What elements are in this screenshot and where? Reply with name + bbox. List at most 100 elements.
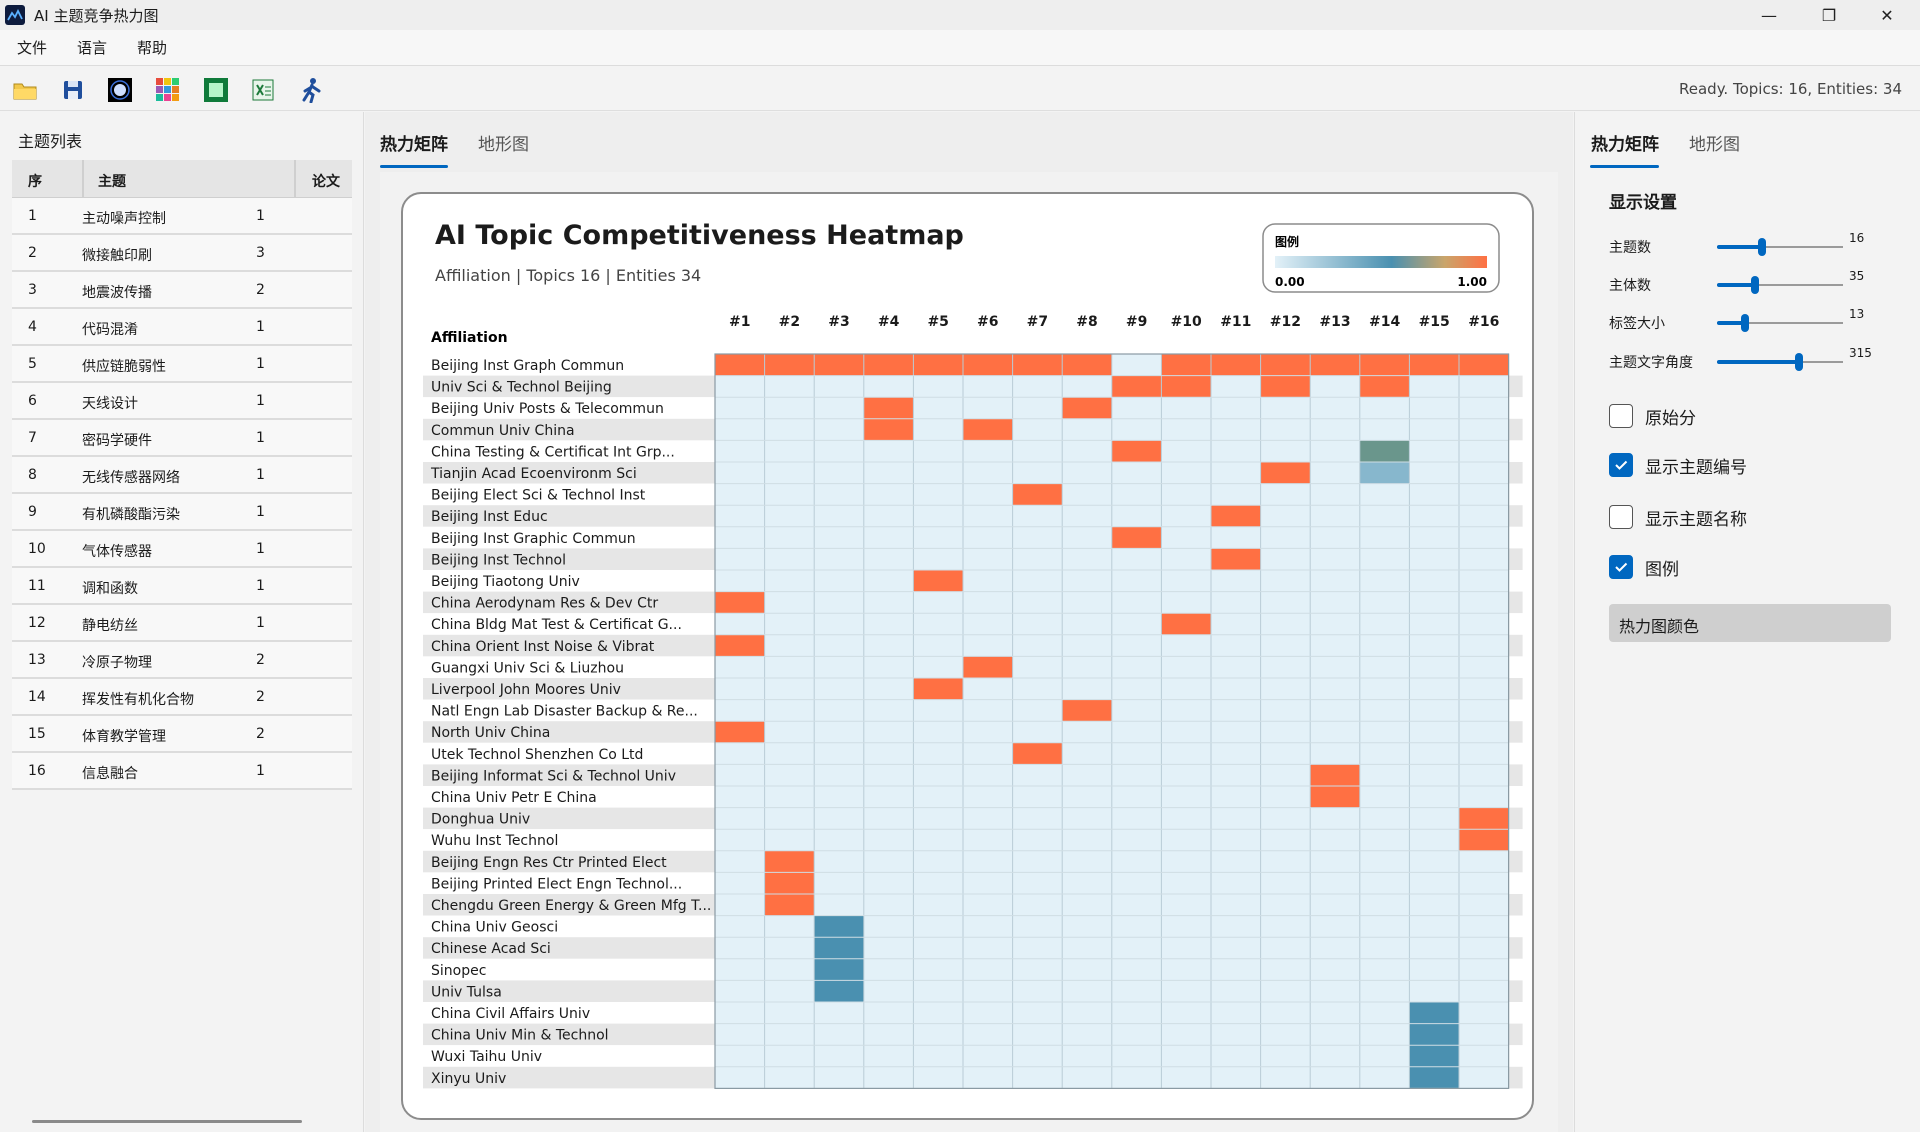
heatmap-cell[interactable] <box>1359 440 1410 462</box>
slider-thumb[interactable] <box>1740 314 1749 332</box>
table-row[interactable]: 10 气体传感器 1 <box>12 531 352 568</box>
heatmap-cell[interactable] <box>863 418 914 441</box>
heatmap-cell[interactable] <box>1409 1023 1459 1046</box>
open-folder-icon[interactable] <box>12 77 38 103</box>
heatmap-cell[interactable] <box>1459 829 1509 851</box>
checkbox-row[interactable]: 图例 <box>1609 553 1679 581</box>
table-row[interactable]: 11 调和函数 1 <box>12 568 352 605</box>
tab-terrain-map-right[interactable]: 地形图 <box>1689 135 1740 155</box>
tab-terrain-map[interactable]: 地形图 <box>478 135 529 155</box>
heatmap-cell[interactable] <box>1409 354 1459 376</box>
heatmap-cell[interactable] <box>1161 613 1211 635</box>
heatmap-cell[interactable] <box>913 678 963 700</box>
export-excel-icon[interactable] <box>250 77 276 103</box>
heatmap-cell[interactable] <box>1260 375 1311 398</box>
table-row[interactable]: 3 地震波传播 2 <box>12 272 352 309</box>
table-row[interactable]: 8 无线传感器网络 1 <box>12 457 352 494</box>
column-divider[interactable] <box>294 160 296 198</box>
heatmap-cell[interactable] <box>1409 1002 1459 1024</box>
heatmap-cell[interactable] <box>913 354 963 376</box>
heatmap-cell[interactable] <box>1062 354 1112 376</box>
table-row[interactable]: 16 信息融合 1 <box>12 753 352 790</box>
slider-thumb[interactable] <box>1758 238 1767 256</box>
table-row[interactable]: 12 静电纺丝 1 <box>12 605 352 642</box>
column-header-index[interactable]: 序 <box>28 174 42 190</box>
heatmap-cell[interactable] <box>715 591 765 614</box>
unchecked-checkbox[interactable] <box>1609 404 1633 428</box>
heatmap-cell[interactable] <box>963 418 1013 441</box>
heatmap-cell[interactable] <box>1359 375 1410 398</box>
menu-help[interactable]: 帮助 <box>137 39 168 57</box>
slider-track[interactable] <box>1717 238 1843 256</box>
column-header-papers[interactable]: 论文 <box>312 174 340 190</box>
table-row[interactable]: 9 有机磷酸酯污染 1 <box>12 494 352 531</box>
slider-track[interactable] <box>1717 314 1843 332</box>
minimize-button[interactable]: — <box>1761 5 1777 25</box>
heatmap-cell[interactable] <box>1260 354 1311 376</box>
heatmap-cell[interactable] <box>863 354 914 376</box>
tab-heatmap-matrix[interactable]: 热力矩阵 <box>365 112 463 168</box>
table-row[interactable]: 6 天线设计 1 <box>12 383 352 420</box>
heatmap-cell[interactable] <box>1310 764 1360 786</box>
heatmap-cell[interactable] <box>1211 505 1261 527</box>
heatmap-cell[interactable] <box>814 980 864 1002</box>
checkbox-row[interactable]: 显示主题名称 <box>1609 503 1747 531</box>
heatmap-cell[interactable] <box>1409 1045 1459 1067</box>
heatmap-cell[interactable] <box>814 915 864 938</box>
table-row[interactable]: 15 体育教学管理 2 <box>12 716 352 753</box>
column-divider[interactable] <box>82 160 84 198</box>
heatmap-cell[interactable] <box>764 894 815 916</box>
heatmap-cell[interactable] <box>1161 375 1211 398</box>
heatmap-cell[interactable] <box>1211 548 1261 570</box>
horizontal-scrollbar[interactable] <box>32 1120 302 1123</box>
heatmap-cell[interactable] <box>1310 354 1360 376</box>
table-row[interactable]: 1 主动噪声控制 1 <box>12 198 352 235</box>
menu-language[interactable]: 语言 <box>77 39 108 57</box>
heatmap-cell[interactable] <box>1310 786 1360 808</box>
column-header-topic[interactable]: 主题 <box>98 174 126 190</box>
heatmap-cell[interactable] <box>764 354 815 376</box>
green-theme-icon[interactable] <box>203 77 229 103</box>
heatmap-cell[interactable] <box>1211 354 1261 376</box>
heatmap-cell[interactable] <box>1111 526 1162 549</box>
heatmap-cell[interactable] <box>1111 440 1162 462</box>
run-icon[interactable] <box>299 77 325 104</box>
checked-checkbox[interactable] <box>1609 555 1633 579</box>
heatmap-cell[interactable] <box>1111 375 1162 398</box>
heatmap-cell[interactable] <box>1161 354 1211 376</box>
checked-checkbox[interactable] <box>1609 453 1633 477</box>
heatmap-cell[interactable] <box>1012 483 1063 506</box>
table-row[interactable]: 7 密码学硬件 1 <box>12 420 352 457</box>
heatmap-cell[interactable] <box>1260 462 1311 484</box>
heatmap-cell[interactable] <box>1459 807 1509 830</box>
heatmap-cell[interactable] <box>1359 462 1410 484</box>
slider-thumb[interactable] <box>1794 353 1803 371</box>
heatmap-cell[interactable] <box>1409 1066 1459 1089</box>
maximize-button[interactable]: ❐ <box>1821 5 1837 25</box>
heatmap-cell[interactable] <box>814 958 864 981</box>
heatmap-cell[interactable] <box>715 721 765 743</box>
heatmap-cell[interactable] <box>1012 742 1063 765</box>
table-row[interactable]: 2 微接触印刷 3 <box>12 235 352 272</box>
heatmap-cell[interactable] <box>913 570 963 592</box>
heatmap-cell[interactable] <box>1012 354 1063 376</box>
unchecked-checkbox[interactable] <box>1609 505 1633 529</box>
slider-track[interactable] <box>1717 276 1843 294</box>
heatmap-cell[interactable] <box>814 937 864 959</box>
table-row[interactable]: 5 供应链脆弱性 1 <box>12 346 352 383</box>
heatmap-cell[interactable] <box>715 634 765 657</box>
table-row[interactable]: 4 代码混淆 1 <box>12 309 352 346</box>
table-row[interactable]: 13 冷原子物理 2 <box>12 642 352 679</box>
tab-heatmap-matrix-right[interactable]: 热力矩阵 <box>1575 112 1674 168</box>
heatmap-cell[interactable] <box>715 354 765 376</box>
menu-file[interactable]: 文件 <box>17 39 48 57</box>
heatmap-cell[interactable] <box>1359 354 1410 376</box>
heatmap-color-button[interactable]: 热力图颜色 <box>1609 604 1891 642</box>
save-icon[interactable] <box>60 77 86 103</box>
heatmap-cell[interactable] <box>1062 699 1112 722</box>
heatmap-cell[interactable] <box>814 354 864 376</box>
slider-thumb[interactable] <box>1750 276 1759 294</box>
slider-track[interactable] <box>1717 353 1843 371</box>
heatmap-cell[interactable] <box>1459 354 1509 376</box>
heatmap-cell[interactable] <box>1062 397 1112 419</box>
